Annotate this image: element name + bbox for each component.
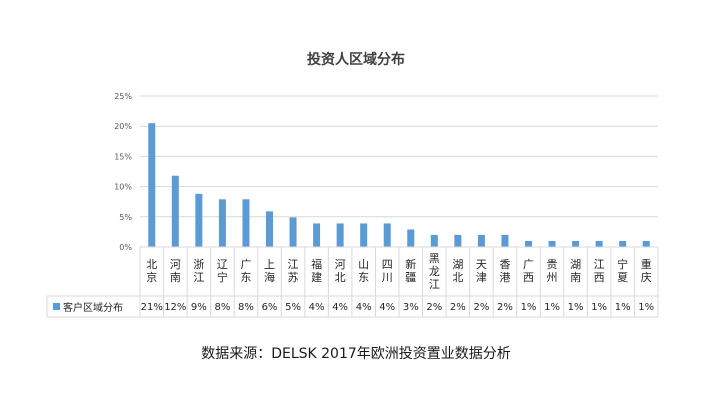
bar — [218, 199, 226, 247]
data-label: 12% — [164, 302, 186, 313]
bar — [525, 240, 532, 247]
bar — [266, 211, 273, 247]
x-tick-label: 上海 — [264, 258, 275, 284]
x-tick-label: 四川 — [382, 258, 393, 284]
x-tick-label: 重庆 — [641, 257, 652, 284]
x-tick-label: 江苏 — [288, 258, 299, 284]
bar — [501, 234, 509, 247]
bar — [171, 175, 179, 247]
y-tick-label: 25% — [114, 92, 132, 101]
bar — [548, 240, 556, 247]
x-tick-label: 福建 — [311, 257, 322, 284]
bar — [148, 123, 156, 247]
y-tick-label: 10% — [114, 183, 132, 192]
x-tick-label: 湖南 — [570, 258, 581, 284]
bar — [242, 199, 250, 247]
data-label: 2% — [450, 302, 466, 313]
data-label: 6% — [262, 302, 278, 313]
x-tick-label: 广东 — [240, 258, 251, 284]
x-tick-label: 河南 — [170, 258, 181, 284]
bars — [148, 123, 650, 247]
data-label: 8% — [238, 302, 254, 313]
data-label: 1% — [544, 302, 560, 313]
data-label: 21% — [141, 302, 163, 313]
chart-title: 投资人区域分布 — [307, 51, 405, 68]
x-tick-label: 辽宁 — [217, 258, 228, 284]
bar — [289, 217, 297, 247]
data-label: 3% — [403, 302, 419, 313]
data-label: 4% — [379, 302, 395, 313]
legend-swatch — [53, 303, 60, 310]
x-tick-label: 江西 — [594, 258, 605, 284]
x-tick-label: 山东 — [358, 258, 369, 284]
x-tick-label: 香港 — [499, 258, 510, 284]
y-tick-label: 15% — [114, 152, 132, 161]
data-label: 8% — [214, 302, 230, 313]
bar — [407, 229, 415, 247]
x-tick-label: 宁夏 — [617, 257, 628, 284]
x-tick-label: 贵州 — [547, 258, 558, 284]
bar — [360, 223, 368, 247]
data-label: 1% — [521, 302, 537, 313]
data-label: 2% — [426, 302, 442, 313]
bar — [336, 223, 344, 247]
bar — [430, 234, 438, 247]
x-tick-label: 黑龙江 — [429, 252, 440, 291]
data-label: 4% — [309, 302, 325, 313]
bar — [195, 193, 203, 247]
bar — [383, 223, 391, 247]
bar — [642, 240, 650, 247]
legend-label: 客户区域分布 — [63, 301, 123, 314]
data-source-caption: 数据来源：DELSK 2017年欧洲投资置业数据分析 — [201, 346, 511, 362]
x-tick-label: 天津 — [476, 258, 487, 284]
data-label: 1% — [615, 302, 631, 313]
bar — [619, 240, 627, 247]
y-tick-label: 20% — [114, 122, 132, 131]
gridlines — [140, 95, 658, 248]
data-label: 1% — [591, 302, 607, 313]
data-label: 4% — [356, 302, 372, 313]
bar — [454, 234, 462, 247]
bar — [572, 240, 580, 247]
bar — [313, 223, 321, 247]
x-tick-label: 河北 — [335, 258, 346, 284]
bar — [477, 234, 485, 247]
data-label: 2% — [497, 302, 513, 313]
bar — [595, 240, 603, 247]
data-label: 4% — [332, 302, 348, 313]
y-axis-ticks: 0% 5% 10% 15% 20% 25% — [114, 92, 132, 252]
x-tick-label: 广西 — [523, 258, 534, 284]
x-tick-label: 浙江 — [193, 258, 204, 284]
data-label: 5% — [285, 302, 301, 313]
data-label: 1% — [568, 302, 584, 313]
data-label: 1% — [638, 302, 654, 313]
y-tick-label: 5% — [119, 213, 132, 222]
x-tick-label: 北京 — [146, 258, 157, 284]
x-tick-label: 湖北 — [452, 258, 463, 284]
data-label: 2% — [473, 302, 489, 313]
x-tick-label: 新疆 — [405, 257, 416, 284]
y-tick-label: 0% — [119, 243, 132, 252]
data-label: 9% — [191, 302, 207, 313]
